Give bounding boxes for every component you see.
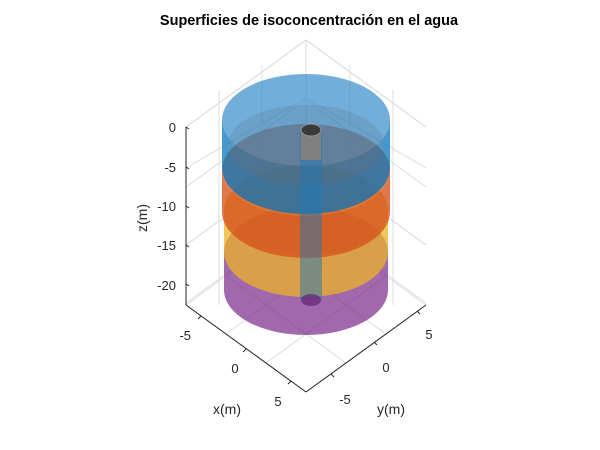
z-tick: 0 (169, 120, 176, 135)
z-tick: -5 (164, 160, 176, 175)
y-axis-label: y(m) (377, 401, 405, 417)
y-tick: -5 (339, 392, 351, 407)
z-tick: -10 (157, 199, 176, 214)
y-axis-line (305, 304, 427, 393)
well-pipe (300, 123, 322, 306)
axes (185, 126, 427, 393)
z-axis-label: z(m) (134, 204, 150, 232)
z-tick: -15 (157, 238, 176, 253)
chart-title: Superficies de isoconcentración en el ag… (160, 13, 459, 29)
z-tick-labels: 0 -5 -10 -15 -20 (157, 120, 176, 293)
y-tick: 0 (382, 360, 389, 375)
x-axis-label: x(m) (213, 401, 241, 417)
y-tick-labels: -5 0 5 (339, 327, 432, 407)
x-tick: 5 (274, 394, 281, 409)
x-tick-labels: -5 0 5 (179, 328, 281, 409)
x-axis-line (185, 304, 307, 393)
z-tick: -20 (157, 278, 176, 293)
x-tick: -5 (179, 328, 191, 343)
y-tick: 5 (425, 327, 432, 342)
x-tick: 0 (231, 361, 238, 376)
